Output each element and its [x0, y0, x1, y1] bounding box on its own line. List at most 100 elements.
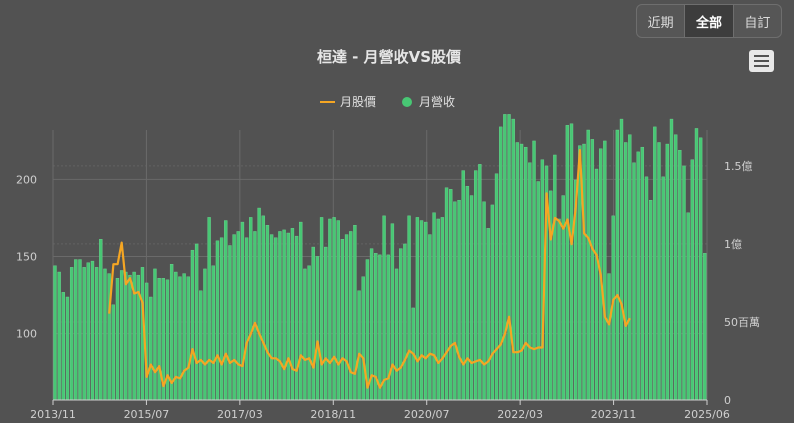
revenue-bar [507, 114, 511, 401]
revenue-bar [515, 142, 520, 401]
revenue-bar [653, 126, 657, 401]
price-line-path [108, 149, 631, 389]
hamburger-icon-line [754, 65, 769, 67]
revenue-bar [61, 292, 65, 401]
revenue-bar [503, 114, 507, 401]
revenue-bar [282, 229, 286, 401]
revenue-bar [124, 271, 128, 401]
x-tick-label: 2020/07 [404, 408, 450, 421]
revenue-bar [157, 278, 161, 401]
revenue-bar [407, 215, 411, 401]
hamburger-icon-line [754, 55, 769, 57]
axes: 2013/11 2015/07 2017/03 2018/11 2020/07 2022/… [16, 160, 760, 421]
revenue-bar [469, 195, 474, 401]
revenue-bar [444, 187, 449, 401]
revenue-bar [644, 176, 649, 401]
revenue-bar [274, 237, 278, 401]
left-tick-label: 150 [16, 251, 37, 264]
revenue-bar [499, 126, 503, 401]
x-tick-label: 2013/11 [30, 408, 76, 421]
revenue-bar [623, 142, 628, 401]
revenue-bar [603, 140, 607, 401]
revenue-bar [115, 278, 120, 401]
revenue-bar [65, 296, 70, 401]
revenue-bar [565, 125, 570, 401]
revenue-bar [82, 267, 86, 401]
revenue-bar [382, 215, 386, 401]
right-tick-label: 50百萬 [724, 316, 760, 329]
revenue-bar [399, 248, 403, 401]
revenue-bar [640, 146, 645, 401]
revenue-bar [519, 143, 524, 401]
revenue-bar [99, 239, 103, 401]
revenue-bar [86, 262, 90, 401]
x-tick-label: 2025/06 [684, 408, 730, 421]
revenue-bar [361, 276, 365, 401]
revenue-bar [440, 217, 445, 401]
revenue-bar [90, 260, 95, 401]
revenue-bar [524, 146, 528, 401]
revenue-bar [265, 225, 270, 401]
x-tick-label: 2015/07 [124, 408, 170, 421]
revenue-bar [378, 254, 382, 401]
revenue-bar [628, 134, 632, 401]
revenue-bar [203, 268, 207, 401]
revenue-bar [694, 128, 699, 401]
revenue-bar [665, 143, 670, 401]
revenue-bar [286, 232, 290, 401]
hamburger-icon-line [754, 60, 769, 62]
legend-label-revenue: 月營收 [419, 95, 455, 109]
revenue-bar [673, 134, 678, 401]
revenue-bar [257, 207, 261, 401]
revenue-bar [294, 235, 299, 401]
revenue-bar [74, 259, 78, 401]
revenue-bar [78, 259, 82, 401]
revenue-bar [319, 217, 324, 401]
revenue-bar [703, 253, 707, 401]
revenue-bar [228, 245, 232, 401]
range-button-recent[interactable]: 近期 [637, 5, 686, 37]
revenue-bar [594, 168, 599, 401]
revenue-bar [586, 129, 590, 401]
revenue-bar [432, 212, 436, 401]
revenue-bar [111, 304, 115, 401]
revenue-bar [53, 265, 57, 401]
revenue-bar [153, 268, 157, 401]
legend-label-price: 月股價 [340, 95, 376, 109]
revenue-bar [661, 176, 665, 401]
revenue-bar [682, 165, 686, 401]
revenue-bar [261, 215, 265, 401]
revenue-bar [219, 237, 224, 401]
revenue-bar [69, 267, 74, 401]
revenue-bar [482, 201, 486, 401]
revenue-bar [332, 217, 336, 401]
legend-swatch-revenue [402, 97, 412, 107]
revenue-bar [536, 181, 540, 401]
revenue-bar [419, 220, 424, 401]
revenue-bar [119, 270, 124, 401]
revenue-bar [94, 267, 99, 401]
x-tick-label: 2023/11 [591, 408, 637, 421]
export-menu-button[interactable] [749, 50, 774, 72]
range-button-custom[interactable]: 自訂 [744, 15, 771, 31]
revenue-bar [236, 231, 240, 401]
revenue-bar [165, 279, 170, 401]
revenue-bar [149, 296, 153, 401]
revenue-bar [403, 243, 407, 401]
revenue-bar [390, 223, 395, 401]
revenue-bar [494, 173, 499, 401]
left-tick-label: 100 [16, 328, 37, 341]
revenue-bar [394, 268, 399, 401]
revenue-bar [590, 139, 595, 401]
revenue-bar [619, 118, 624, 401]
revenue-bar [532, 140, 536, 401]
range-button-all[interactable]: 全部 [685, 5, 734, 37]
revenue-bar [449, 189, 453, 401]
revenue-bar [207, 217, 211, 401]
revenue-bar [669, 118, 674, 401]
revenue-bar [340, 239, 345, 401]
revenue-bar [686, 212, 690, 401]
x-tick-label: 2018/11 [310, 408, 356, 421]
revenue-bar [453, 201, 457, 401]
